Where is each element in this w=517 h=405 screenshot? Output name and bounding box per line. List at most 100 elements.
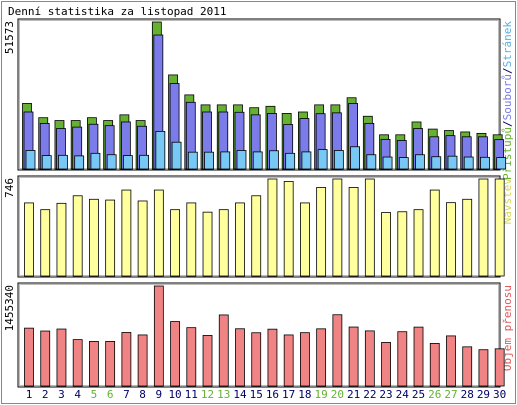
day-label-24: 24: [396, 388, 410, 401]
bottom-panel-bar-day-26: [429, 342, 440, 387]
middle-panel-bar-day-3: [56, 202, 67, 277]
middle-panel-bar-day-9: [153, 189, 164, 277]
chart-title: Denní statistika za listopad 2011: [8, 5, 227, 18]
bar-pages-day-28: [463, 156, 474, 170]
bar-pages-day-5: [90, 152, 101, 170]
middle-panel-bar-day-17: [283, 181, 294, 277]
day-label-25: 25: [412, 388, 425, 401]
bottom-panel-bar-day-28: [462, 346, 473, 387]
day-label-9: 9: [156, 388, 163, 401]
bottom-panel-bar-day-8: [137, 334, 148, 387]
middle-panel-bar-day-7: [121, 189, 132, 277]
bar-pages-day-29: [480, 156, 490, 170]
day-label-29: 29: [477, 388, 490, 401]
bar-pages-day-17: [285, 152, 296, 170]
day-label-28: 28: [461, 388, 474, 401]
middle-panel-bar-day-1: [24, 202, 34, 277]
bottom-panel-bar-day-11: [186, 327, 197, 387]
bottom-panel-bar-day-2: [40, 330, 51, 387]
day-label-2: 2: [42, 388, 49, 401]
day-label-10: 10: [168, 388, 181, 401]
middle-panel-bar-day-12: [202, 211, 213, 277]
day-label-7: 7: [123, 388, 130, 401]
middle-panel-bar-day-15: [251, 195, 262, 277]
middle-panel-bar-day-27: [446, 202, 456, 277]
bar-pages-day-6: [106, 154, 117, 170]
middle-panel-bar-day-4: [72, 195, 83, 277]
bottom-panel-bar-day-14: [235, 328, 245, 387]
day-label-1: 1: [26, 388, 33, 401]
day-label-30: 30: [493, 388, 506, 401]
bottom-panel-bar-day-23: [381, 342, 391, 387]
bar-pages-day-1: [25, 150, 36, 170]
middle-panel-bar-day-16: [267, 178, 278, 277]
middle-panel-bar-day-19: [316, 187, 327, 277]
bar-pages-day-21: [350, 146, 361, 170]
bottom-panel-bar-day-6: [105, 341, 116, 387]
day-label-5: 5: [91, 388, 98, 401]
bar-pages-day-11: [187, 151, 198, 170]
bottom-panel-bar-day-10: [170, 321, 180, 387]
bottom-panel-bar-day-18: [300, 332, 310, 387]
bottom-panel-bar-day-12: [202, 335, 213, 387]
middle-panel-bar-day-13: [218, 209, 229, 277]
day-label-8: 8: [139, 388, 146, 401]
bar-pages-day-18: [301, 151, 312, 170]
bar-pages-day-19: [317, 149, 328, 170]
day-label-27: 27: [444, 388, 457, 401]
bottom-panel-bar-day-9: [153, 285, 164, 387]
middle-panel-bar-day-21: [348, 187, 359, 277]
bottom-panel-max-label: 1455340: [3, 285, 16, 331]
bar-pages-day-26: [431, 156, 442, 170]
bottom-panel-bar-day-13: [218, 314, 229, 387]
middle-panel-bar-day-14: [235, 202, 245, 277]
bar-pages-day-7: [122, 155, 133, 170]
day-label-18: 18: [298, 388, 311, 401]
middle-panel-bar-day-25: [413, 209, 424, 277]
middle-panel-bar-day-11: [186, 202, 197, 277]
middle-panel-bar-day-26: [429, 189, 440, 277]
bar-pages-day-2: [41, 155, 52, 170]
bottom-panel-bar-day-20: [332, 314, 343, 387]
bar-pages-day-14: [236, 150, 247, 170]
middle-panel-bar-day-5: [89, 198, 99, 277]
day-label-6: 6: [107, 388, 114, 401]
bar-pages-day-9: [155, 130, 166, 170]
middle-panel-bar-day-23: [381, 212, 391, 277]
middle-panel-bar-day-24: [397, 211, 408, 277]
legend-entry: Souborů: [501, 74, 514, 120]
middle-panel-bar-day-29: [478, 178, 489, 277]
bottom-panel-bar-day-25: [413, 326, 424, 387]
bottom-panel-bar-day-19: [316, 328, 327, 387]
middle-panel-bar-day-30: [494, 178, 505, 277]
day-label-16: 16: [266, 388, 279, 401]
day-label-19: 19: [315, 388, 328, 401]
bar-pages-day-20: [333, 150, 344, 170]
bar-pages-day-16: [269, 150, 279, 170]
bar-pages-day-8: [139, 154, 150, 170]
day-label-20: 20: [331, 388, 344, 401]
day-label-14: 14: [233, 388, 247, 401]
bar-pages-day-13: [220, 151, 231, 170]
day-label-13: 13: [217, 388, 230, 401]
day-label-17: 17: [282, 388, 295, 401]
legend-entry: Stránek: [501, 21, 514, 68]
middle-panel-bar-day-10: [170, 209, 180, 277]
bottom-panel-bar-day-27: [446, 335, 456, 387]
legend-entry: /: [501, 67, 514, 74]
bottom-panel-bar-day-4: [72, 339, 83, 387]
bottom-panel-bar-day-7: [121, 332, 132, 387]
bar-pages-day-22: [366, 154, 377, 170]
bottom-panel-bar-day-5: [89, 341, 99, 387]
bar-pages-day-23: [382, 156, 393, 170]
day-label-21: 21: [347, 388, 360, 401]
middle-panel-bar-day-2: [40, 209, 51, 277]
bar-pages-day-12: [204, 151, 214, 170]
bottom-panel-bar-day-21: [348, 326, 359, 387]
bottom-panel-bar-day-16: [267, 328, 278, 387]
day-label-3: 3: [58, 388, 65, 401]
day-label-22: 22: [363, 388, 376, 401]
bottom-panel-bar-day-29: [478, 349, 489, 387]
